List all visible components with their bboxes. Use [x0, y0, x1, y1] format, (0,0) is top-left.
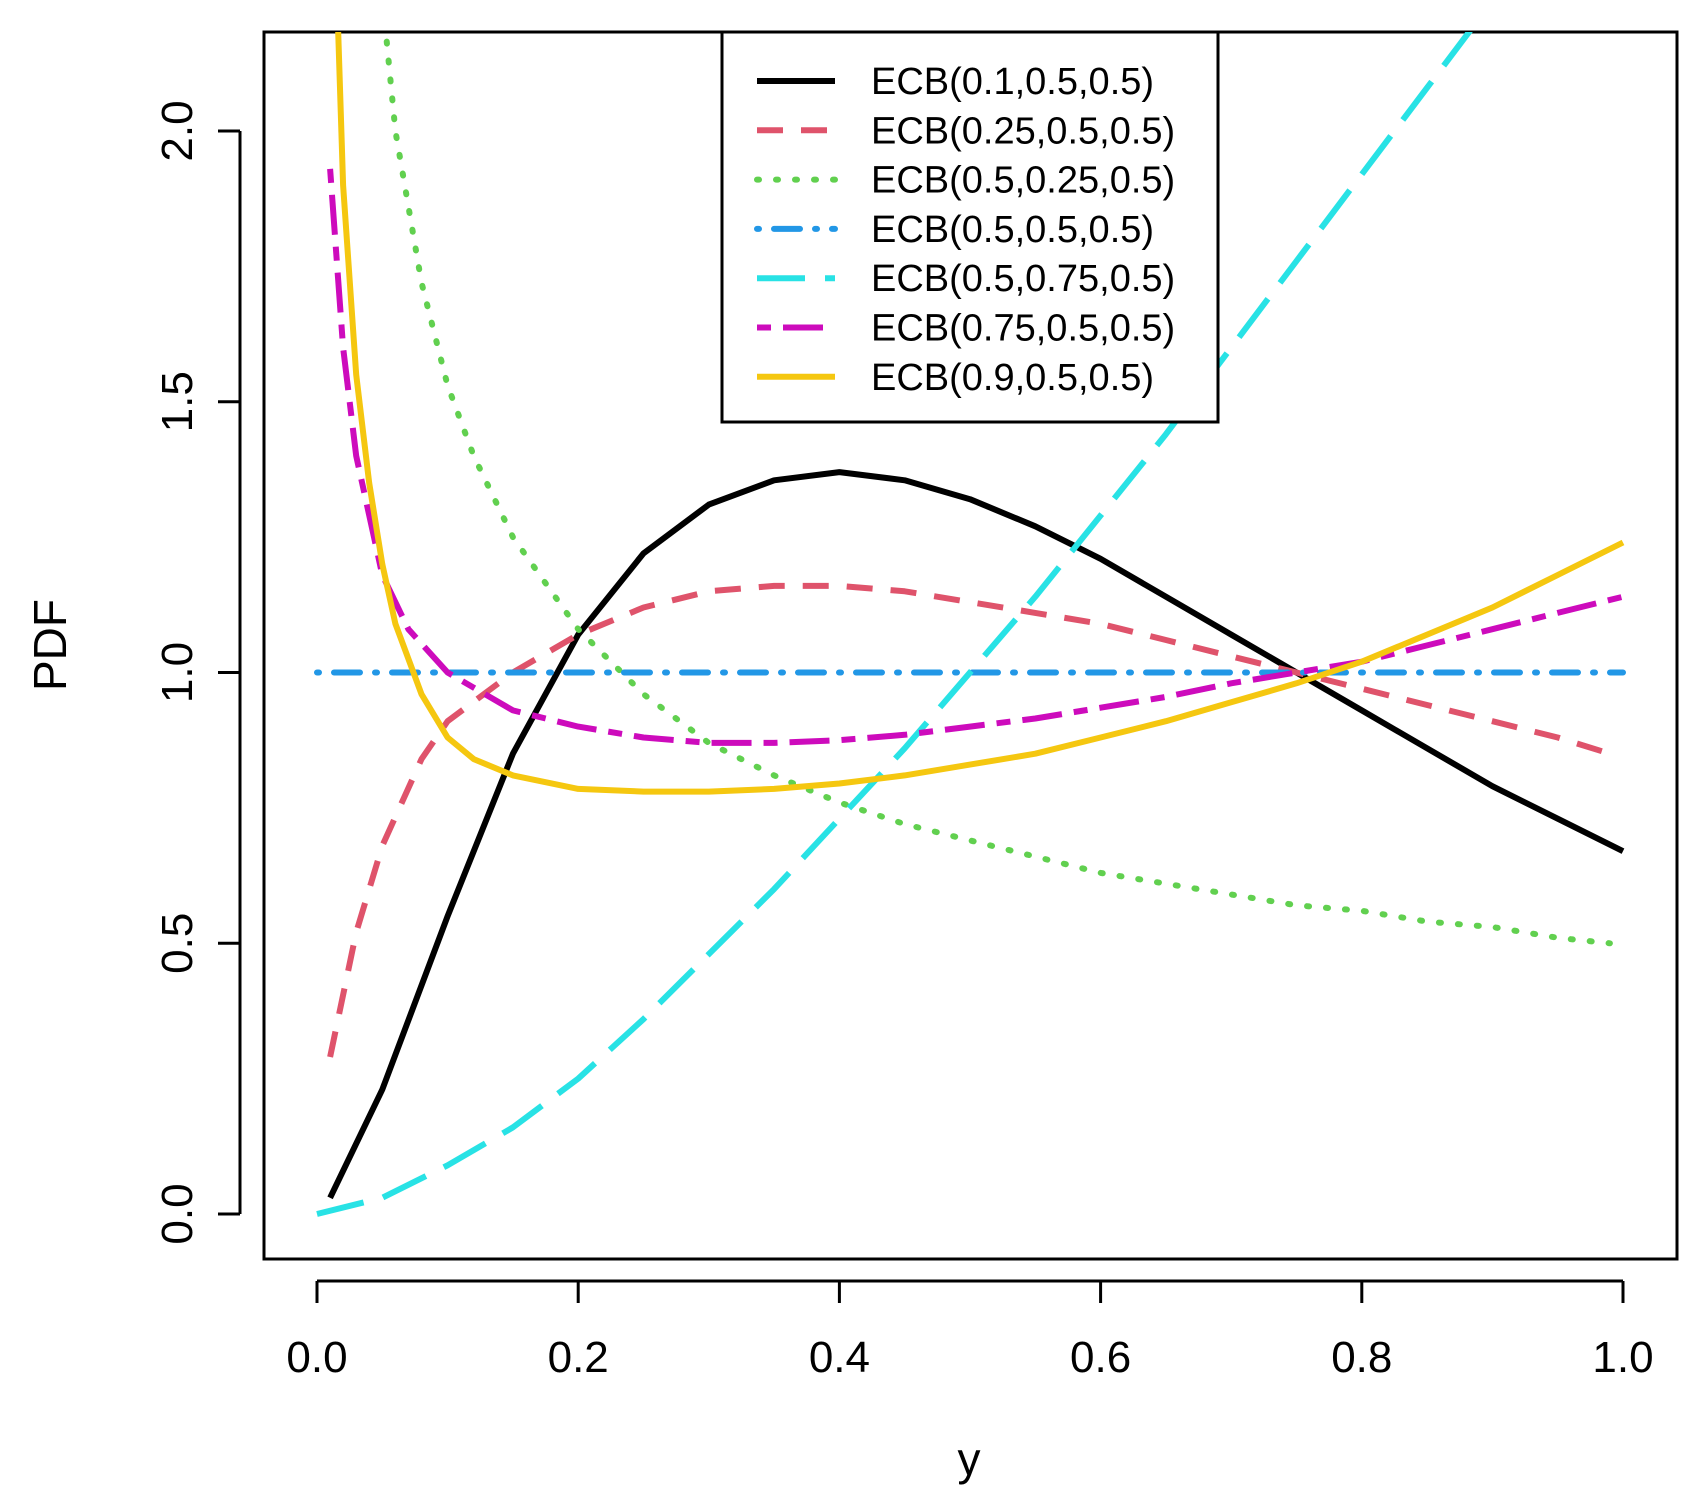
x-tick-label: 0.4: [809, 1333, 870, 1382]
y-tick-label: 1.0: [153, 642, 202, 703]
y-tick-label: 0.0: [153, 1183, 202, 1244]
legend-label-4: ECB(0.5,0.5,0.5): [871, 209, 1154, 251]
y-tick-label: 1.5: [153, 371, 202, 432]
series-line-7: [335, 32, 1625, 795]
series-line-3: [382, 32, 1613, 947]
x-tick-label: 0.6: [1070, 1333, 1131, 1382]
series-line-5: [316, 32, 1473, 1217]
x-tick-label: 1.0: [1592, 1333, 1653, 1382]
legend-label-5: ECB(0.5,0.75,0.5): [871, 258, 1175, 300]
y-axis-title: PDF: [24, 599, 76, 691]
legend-box: [720, 30, 1220, 424]
y-tick-label: 2.0: [153, 100, 202, 161]
y-axis: 0.0 0.5 1.0 1.5 2.0: [153, 100, 242, 1245]
series-line-2: [327, 582, 1611, 1058]
series-line-6: [327, 168, 1624, 746]
x-tick-label: 0.8: [1331, 1333, 1392, 1382]
series-layer: [314, 32, 1626, 1217]
x-axis-title: y: [958, 1433, 981, 1485]
legend-label-6: ECB(0.75,0.5,0.5): [871, 308, 1175, 350]
y-tick-label: 0.5: [153, 913, 202, 974]
x-tick-label: 0.2: [548, 1333, 609, 1382]
legend-label-7: ECB(0.9,0.5,0.5): [871, 357, 1154, 399]
series-line-1: [327, 469, 1625, 1200]
x-axis: 0.0 0.2 0.4 0.6 0.8 1.0: [286, 1279, 1654, 1382]
legend-label-3: ECB(0.5,0.25,0.5): [871, 160, 1175, 202]
legend: ECB(0.1,0.5,0.5) ECB(0.25,0.5,0.5) ECB(0.5…: [720, 30, 1220, 424]
x-tick-label: 0.0: [286, 1333, 347, 1382]
legend-label-1: ECB(0.1,0.5,0.5): [871, 61, 1154, 103]
legend-label-2: ECB(0.25,0.5,0.5): [871, 110, 1175, 152]
